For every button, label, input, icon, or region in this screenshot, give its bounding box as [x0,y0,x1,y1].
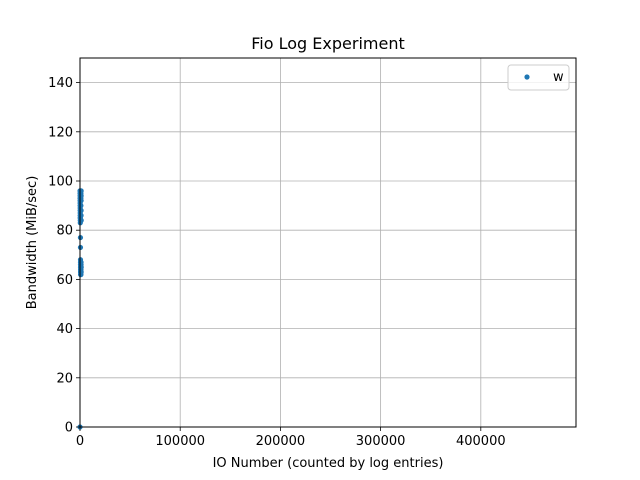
y-axis-ticks: 0 20 40 60 80 100 120 140 [48,76,80,436]
y-tick-label: 80 [56,224,73,239]
x-axis-label: IO Number (counted by log entries) [213,456,444,471]
x-tick-label: 100000 [155,434,205,449]
data-point [78,259,84,265]
legend-label-w: w [553,70,564,85]
data-point [78,264,84,270]
data-point [78,212,84,219]
y-tick-label: 0 [65,421,73,436]
y-tick-label: 120 [48,125,73,140]
y-tick-label: 140 [48,76,73,91]
x-tick-label: 400000 [456,434,506,449]
y-axis-label: Bandwidth (MiB/sec) [25,176,40,310]
x-tick-label: 200000 [256,434,306,449]
x-tick-label: 300000 [356,434,406,449]
data-point [78,193,84,199]
data-point [78,217,84,223]
y-tick-label: 100 [48,175,73,190]
y-tick-label: 40 [56,322,73,337]
data-point [78,188,84,194]
chart-title: Fio Log Experiment [251,34,404,53]
legend: w [507,64,570,91]
legend-box [507,64,570,91]
data-point [78,203,84,209]
data-point [78,198,84,204]
y-tick-label: 20 [56,371,73,386]
axes-frame [79,57,577,428]
grid [79,58,576,428]
x-axis-ticks: 0 100000 200000 300000 400000 [76,427,506,449]
x-tick-label: 0 [76,434,84,449]
y-tick-label: 60 [56,273,73,288]
data-point [78,269,84,275]
legend-marker-w [524,74,530,80]
data-point [78,207,84,214]
